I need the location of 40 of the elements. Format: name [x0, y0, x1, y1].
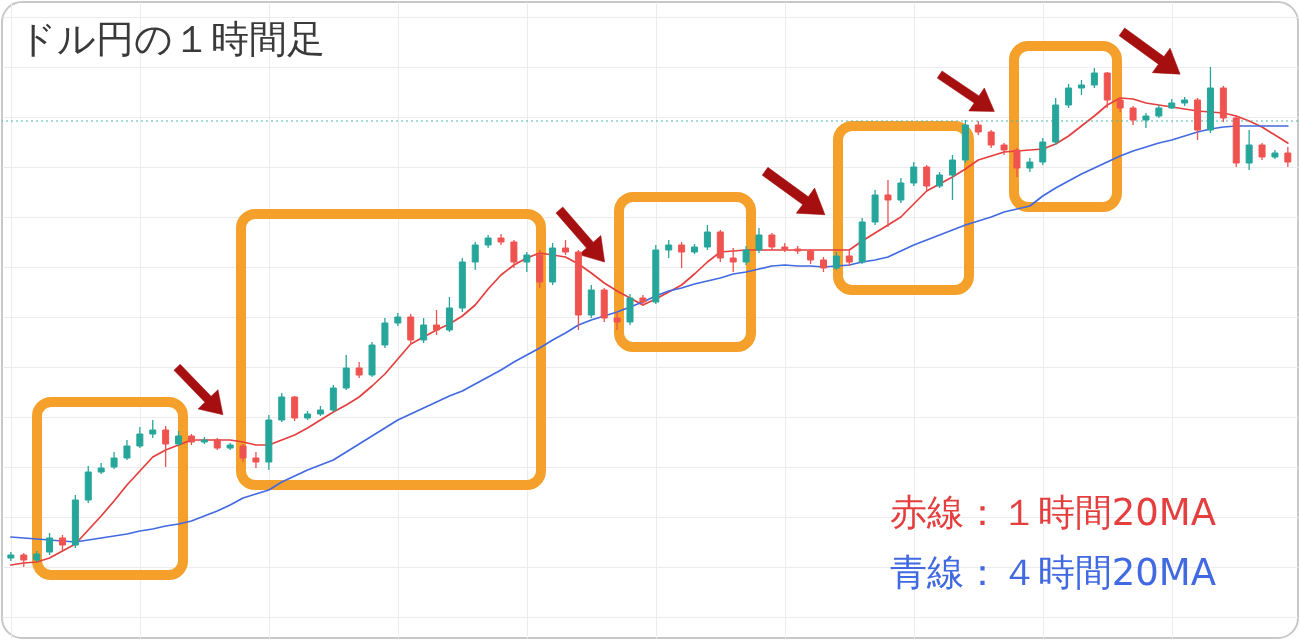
candlestick: [381, 317, 389, 349]
candlestick: [123, 439, 131, 461]
candlestick: [162, 425, 170, 468]
candlestick: [678, 241, 686, 269]
candlestick: [445, 296, 453, 333]
candlestick: [1142, 112, 1150, 129]
candlestick: [46, 532, 54, 556]
candlestick: [729, 247, 737, 273]
text: 赤線：１時間20MA: [889, 491, 1216, 534]
candlestick: [433, 309, 441, 336]
candlestick: [1284, 146, 1292, 168]
candlestick: [1013, 147, 1021, 178]
candlestick: [613, 311, 621, 331]
candlestick: [329, 384, 337, 413]
text: 青線：４時間20MA: [889, 551, 1216, 594]
candlestick: [626, 293, 634, 326]
chart-title: ドル円の１時間足: [18, 17, 325, 61]
candlestick: [1245, 129, 1253, 171]
candlestick: [948, 154, 956, 201]
candlestick: [342, 354, 350, 391]
candlestick: [407, 313, 415, 346]
candlestick: [923, 164, 931, 191]
candlestick: [755, 227, 763, 254]
candlestick: [897, 177, 905, 204]
candlestick: [1065, 83, 1073, 109]
candlestick: [1039, 137, 1047, 166]
candlestick: [884, 179, 892, 228]
candlestick: [510, 239, 518, 269]
candlestick: [252, 451, 260, 469]
candlestick: [420, 317, 428, 344]
candlestick: [136, 426, 144, 449]
candlestick: [523, 251, 531, 273]
candlestick: [1129, 105, 1137, 126]
candlestick: [471, 241, 479, 271]
candlestick: [703, 224, 711, 251]
candlestick: [291, 395, 299, 422]
candlestick: [742, 245, 750, 266]
candlestick: [1090, 67, 1098, 89]
candlestick: [278, 392, 286, 423]
candlestick: [910, 161, 918, 187]
